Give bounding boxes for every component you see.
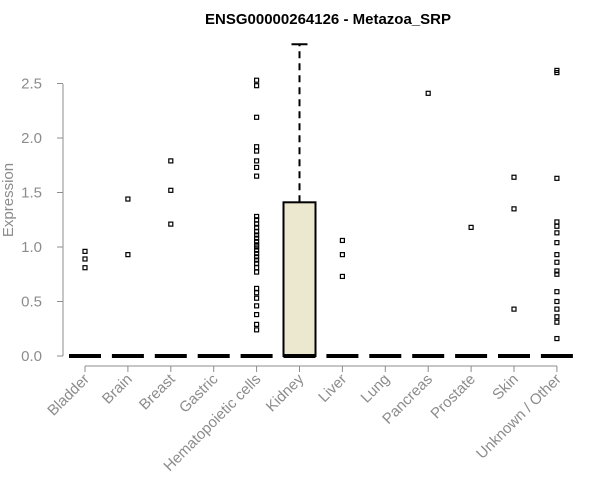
box-group [154, 158, 187, 358]
boxes-layer [69, 43, 573, 358]
outlier-point [82, 265, 88, 271]
box-group [455, 224, 488, 358]
box-group [498, 174, 530, 358]
outlier-point [254, 173, 260, 179]
outlier-point [254, 257, 260, 263]
outlier-point [554, 259, 560, 265]
outlier-point [554, 223, 560, 229]
outlier-point [554, 335, 560, 342]
outlier-point [254, 224, 260, 230]
outlier-point [254, 114, 260, 120]
outlier-point [125, 252, 131, 258]
category-label: Lung [358, 371, 394, 407]
outlier-point [254, 260, 260, 266]
outlier-point [254, 238, 260, 245]
outlier-point [554, 314, 560, 320]
outlier-point [554, 298, 560, 305]
outlier-point [554, 230, 560, 236]
category-label: Prostate [427, 371, 479, 423]
y-axis-ticks: 0.0 0.5 1.0 1.5 2.0 2.5 [21, 76, 63, 365]
outlier-point [511, 206, 517, 212]
outlier-point [254, 144, 260, 150]
outlier-point [339, 252, 345, 258]
outlier-point [254, 213, 260, 220]
outlier-point [554, 252, 560, 258]
outlier-point [254, 158, 260, 164]
category-label: Skin [489, 371, 522, 404]
outlier-point [254, 311, 260, 318]
outlier-point [554, 268, 560, 274]
outlier-point [82, 248, 88, 254]
outlier-point [254, 285, 260, 292]
outlier-point [254, 83, 260, 89]
outlier-point [168, 187, 174, 193]
category-label: Bladder [44, 371, 93, 420]
outlier-point [254, 235, 260, 241]
y-tick-label: 2.0 [21, 130, 42, 147]
outlier-point [254, 327, 260, 333]
y-tick-label: 2.5 [21, 76, 42, 93]
outlier-point [554, 175, 560, 181]
y-tick-label: 0.0 [21, 348, 42, 365]
y-axis-label: Expression [0, 163, 17, 237]
outlier-point [254, 247, 260, 253]
outlier-point [554, 306, 560, 312]
y-tick-label: 1.0 [21, 239, 42, 256]
outlier-point [254, 164, 260, 171]
outlier-point [554, 240, 560, 246]
chart-title: ENSG00000264126 - Metazoa_SRP [205, 11, 451, 28]
outlier-point [425, 90, 431, 96]
category-label: Breast [136, 370, 179, 413]
outlier-point [468, 224, 474, 230]
outlier-point [554, 271, 560, 277]
outlier-point [339, 237, 345, 244]
outlier-point [168, 158, 174, 164]
outlier-point [511, 306, 517, 312]
outlier-point [254, 254, 260, 260]
outlier-point [254, 290, 260, 296]
box-group [326, 237, 359, 358]
outlier-point [168, 221, 174, 227]
outlier-point [254, 265, 260, 271]
outlier-point [254, 242, 260, 248]
category-label: Brain [99, 371, 136, 408]
y-tick-label: 0.5 [21, 294, 42, 311]
box-group [540, 67, 573, 358]
category-label: Liver [315, 371, 350, 406]
outlier-point [254, 250, 260, 257]
box-group [240, 77, 273, 358]
outlier-point [511, 174, 517, 180]
box-group [282, 43, 317, 358]
box-group [412, 90, 445, 358]
outlier-point [125, 196, 131, 202]
outlier-point [82, 256, 88, 262]
outlier-point [554, 67, 560, 74]
outlier-point [254, 321, 260, 327]
outlier-point [339, 273, 345, 280]
outlier-point [254, 77, 260, 83]
box-group [69, 248, 101, 358]
box-group [111, 196, 144, 358]
outlier-point [254, 295, 260, 301]
category-label: Kidney [263, 370, 308, 415]
outlier-point [554, 319, 560, 325]
box-iqr [282, 201, 317, 357]
y-tick-label: 1.5 [21, 185, 42, 202]
outlier-point [554, 289, 560, 295]
outlier-point [254, 232, 260, 238]
outlier-point [554, 219, 560, 225]
outlier-point [254, 269, 260, 275]
outlier-point [254, 148, 260, 154]
outlier-point [254, 217, 260, 223]
outlier-point [254, 303, 260, 309]
